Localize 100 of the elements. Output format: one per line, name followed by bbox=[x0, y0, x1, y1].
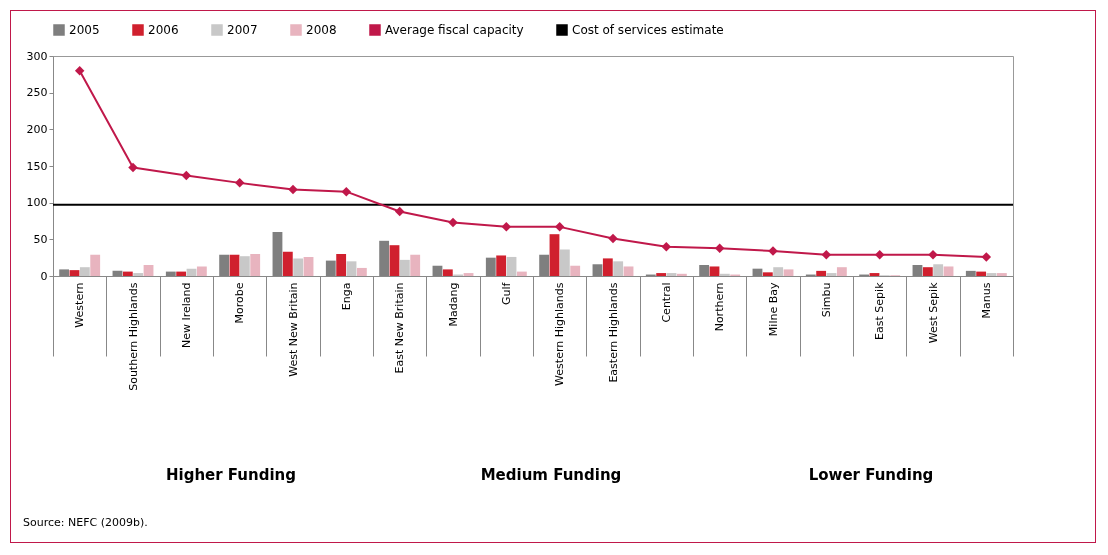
bar bbox=[656, 273, 667, 276]
bar bbox=[570, 265, 581, 276]
point bbox=[341, 186, 352, 197]
bar bbox=[976, 271, 987, 276]
point bbox=[288, 184, 298, 195]
bar bbox=[783, 269, 794, 276]
x-tick-label: Western bbox=[73, 282, 87, 328]
bar bbox=[336, 254, 347, 276]
x-tick-label: Central bbox=[659, 282, 673, 323]
bar bbox=[922, 267, 933, 276]
bar bbox=[463, 273, 474, 276]
bar bbox=[442, 269, 453, 276]
text: Lower Funding bbox=[808, 466, 934, 484]
y-tick-label: 300 bbox=[26, 49, 48, 63]
bar bbox=[69, 270, 80, 276]
bar bbox=[773, 267, 784, 276]
x-tick-label: Manus bbox=[979, 282, 993, 319]
bar bbox=[623, 266, 634, 276]
x-tick-label: Eastern Highlands bbox=[606, 282, 620, 383]
x-tick-label: Morobe bbox=[233, 282, 247, 324]
legend-label: 2007 bbox=[227, 23, 258, 37]
bar bbox=[356, 267, 367, 276]
text: Higher Funding bbox=[165, 466, 297, 484]
bar bbox=[516, 271, 527, 276]
point bbox=[874, 249, 885, 260]
legend-label: Cost of services estimate bbox=[572, 23, 724, 37]
bar bbox=[762, 272, 773, 276]
bar bbox=[399, 259, 410, 276]
y-tick-label: 250 bbox=[26, 86, 48, 100]
bar bbox=[506, 256, 517, 276]
bar bbox=[90, 254, 101, 276]
bar bbox=[602, 258, 613, 276]
bar bbox=[943, 266, 954, 276]
point bbox=[74, 65, 85, 76]
y-tick-label: 150 bbox=[26, 159, 48, 173]
point bbox=[714, 243, 725, 253]
bar bbox=[869, 273, 880, 276]
bar bbox=[303, 256, 314, 276]
y-tick-label: 0 bbox=[40, 269, 48, 283]
bar bbox=[143, 265, 154, 276]
bar bbox=[816, 270, 827, 276]
y-tick-label: 200 bbox=[26, 122, 48, 136]
bar bbox=[176, 271, 187, 276]
bar bbox=[410, 254, 421, 276]
point bbox=[608, 233, 618, 244]
bar bbox=[709, 266, 720, 276]
point bbox=[821, 249, 832, 260]
bar bbox=[346, 261, 357, 276]
x-tick-label: Madang bbox=[446, 282, 460, 327]
bar bbox=[666, 273, 677, 276]
bar bbox=[836, 267, 847, 276]
point bbox=[181, 170, 192, 181]
bar bbox=[229, 254, 240, 276]
y-tick-label: 50 bbox=[33, 232, 48, 246]
point bbox=[554, 222, 565, 232]
bar bbox=[79, 267, 90, 276]
bar bbox=[613, 261, 624, 276]
bar bbox=[196, 266, 207, 276]
point bbox=[981, 252, 992, 262]
x-tick-label: New Ireland bbox=[179, 282, 193, 349]
bar bbox=[122, 271, 133, 276]
x-tick-label: Southern Highlands bbox=[126, 282, 140, 391]
x-tick-label: Milne Bay bbox=[766, 282, 780, 337]
x-tick-label: Enga bbox=[339, 282, 353, 311]
bar bbox=[559, 249, 570, 276]
bar bbox=[986, 273, 997, 276]
legend-label: Average fiscal capacity bbox=[385, 23, 524, 37]
bar bbox=[389, 245, 400, 276]
legend-label: 2005 bbox=[69, 23, 100, 37]
bar bbox=[496, 255, 507, 276]
point bbox=[234, 178, 245, 188]
point bbox=[661, 241, 672, 252]
x-tick-label: Gulf bbox=[499, 281, 513, 305]
point bbox=[394, 206, 405, 217]
bar bbox=[996, 273, 1007, 276]
point bbox=[501, 222, 512, 232]
point bbox=[928, 249, 938, 260]
x-tick-label: East New Britain bbox=[393, 282, 407, 374]
bar bbox=[250, 254, 261, 276]
x-tick-label: Simbu bbox=[819, 282, 833, 318]
x-tick-label: East Sepik bbox=[873, 281, 887, 340]
x-tick-label: Western Highlands bbox=[553, 282, 567, 386]
x-tick-label: West Sepik bbox=[926, 281, 940, 344]
bar bbox=[293, 258, 304, 276]
bar bbox=[239, 256, 250, 276]
bar bbox=[719, 273, 730, 276]
bar bbox=[676, 273, 687, 276]
legend-label: 2006 bbox=[148, 23, 179, 37]
point bbox=[128, 162, 138, 173]
bar bbox=[933, 264, 944, 276]
source-note: Source: NEFC (2009b). bbox=[23, 516, 148, 529]
y-tick-label: 100 bbox=[26, 196, 48, 210]
text: Medium Funding bbox=[480, 466, 622, 484]
bar bbox=[826, 273, 837, 276]
x-tick-label: Northern bbox=[713, 282, 727, 332]
bar bbox=[549, 234, 560, 276]
legend-label: 2008 bbox=[306, 23, 337, 37]
x-tick-label: West New Britain bbox=[286, 282, 300, 377]
bar bbox=[133, 273, 144, 276]
bar bbox=[282, 251, 293, 276]
